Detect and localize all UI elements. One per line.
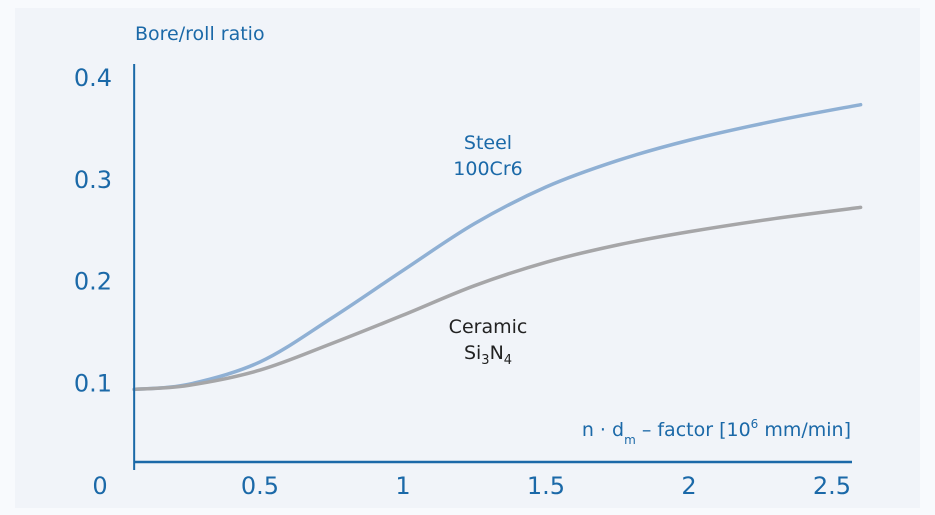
y-tick-label: 0.4 xyxy=(74,64,112,92)
y-axis-label: Bore/roll ratio xyxy=(135,23,265,45)
origin-label: 0 xyxy=(92,472,107,500)
x-tick-label: 0.5 xyxy=(241,472,279,500)
y-tick-label: 0.1 xyxy=(74,369,112,397)
ceramic-label: Ceramic Si3N4 xyxy=(449,316,528,368)
x-tick-label: 1.5 xyxy=(527,472,565,500)
x-tick-label: 2 xyxy=(681,472,696,500)
x-axis-label: n · dm – factor [106 mm/min] xyxy=(582,417,851,447)
x-tick-label: 1 xyxy=(395,472,410,500)
steel-label: Steel 100Cr6 xyxy=(453,132,522,180)
x-tick-label: 2.5 xyxy=(813,472,851,500)
y-tick-label: 0.3 xyxy=(74,166,112,194)
y-tick-label: 0.2 xyxy=(74,268,112,296)
ceramic-curve xyxy=(132,205,863,392)
steel-curve xyxy=(132,102,863,392)
chart-panel xyxy=(15,8,920,508)
